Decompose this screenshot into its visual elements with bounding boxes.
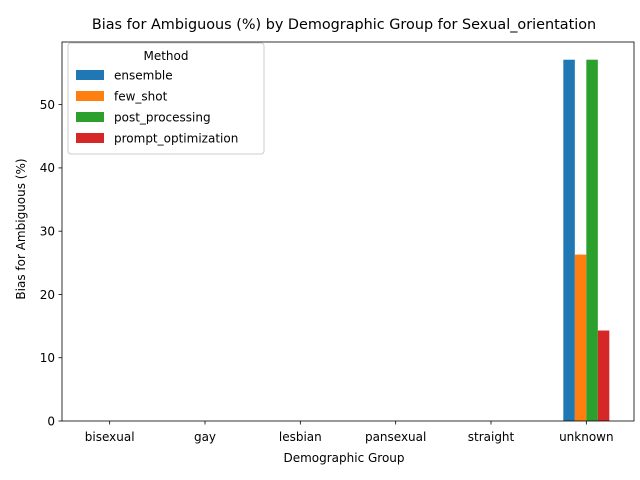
x-tick-label: gay (194, 430, 216, 444)
bar-ensemble-unknown (563, 59, 575, 422)
x-tick-label: unknown (559, 430, 614, 444)
legend-label-prompt_optimization: prompt_optimization (114, 132, 238, 146)
x-tick-label: pansexual (365, 430, 426, 444)
legend-label-few_shot: few_shot (114, 90, 168, 104)
legend-label-ensemble: ensemble (114, 69, 173, 83)
legend-swatch-post_processing (76, 112, 104, 122)
y-tick-label: 10 (40, 351, 55, 365)
x-tick-label: bisexual (85, 430, 135, 444)
x-tick-label: straight (468, 430, 515, 444)
x-axis-label: Demographic Group (283, 451, 404, 465)
legend-box (67, 42, 265, 155)
legend-swatch-prompt_optimization (76, 133, 104, 143)
legend-swatch-ensemble (76, 70, 104, 80)
bar-post_processing-unknown (586, 59, 598, 422)
y-axis-label: Bias for Ambiguous (%) (14, 158, 28, 299)
legend-label-post_processing: post_processing (114, 111, 211, 125)
legend-swatch-few_shot (76, 91, 104, 101)
y-tick-label: 20 (40, 288, 55, 302)
x-tick-label: lesbian (279, 430, 322, 444)
legend-items: ensemble few_shot post_processing prompt_op… (76, 69, 238, 146)
y-tick-label: 40 (40, 161, 55, 175)
legend: Method ensemble few_shot post_processingpr… (67, 42, 265, 155)
bar-few_shot-unknown (574, 254, 587, 421)
plot-frame (61, 41, 635, 422)
x-axis: bisexual gay lesbian pansexual straight unkno… (85, 421, 614, 444)
y-tick-label: 30 (40, 224, 55, 238)
chart-title: Bias for Ambiguous (%) by Demographic Gr… (92, 17, 596, 33)
y-tick-label: 50 (40, 98, 55, 112)
bar-prompt_optimization-unknown (597, 330, 610, 421)
bars-group (563, 59, 610, 422)
legend-title: Method (143, 49, 188, 63)
y-tick-label: 0 (47, 414, 55, 428)
y-axis: 0 10 20 30 40 50 (40, 98, 62, 428)
